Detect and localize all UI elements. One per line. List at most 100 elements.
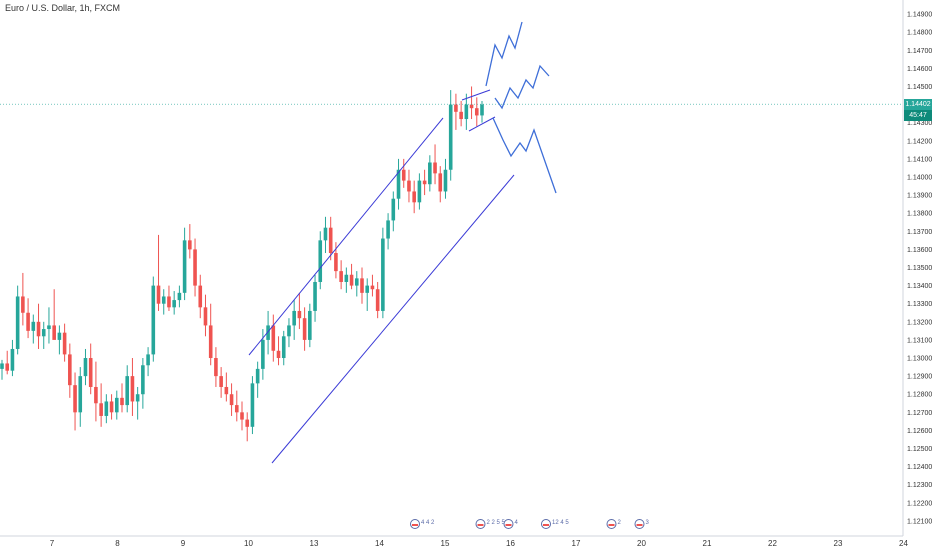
time-tick-label: 17 xyxy=(572,539,581,548)
candle-body xyxy=(203,307,208,326)
price-tick-label: 1.12400 xyxy=(907,464,932,471)
candle-body xyxy=(365,285,370,293)
candle-body xyxy=(401,169,406,181)
candle-body xyxy=(313,281,317,311)
candle-body xyxy=(245,419,250,427)
candle-body xyxy=(172,300,176,308)
time-tick-label: 9 xyxy=(181,539,186,548)
price-tick-label: 1.13500 xyxy=(907,265,932,272)
candle-body xyxy=(443,169,448,192)
event-count-label: 4 xyxy=(515,520,519,526)
candle-body xyxy=(68,354,72,386)
candle-body xyxy=(266,325,270,340)
candle-body xyxy=(360,278,364,293)
price-axis[interactable]: 1.14900 1.14800 1.14700 1.14600 1.14500 1.144… xyxy=(907,12,932,526)
time-tick-label: 7 xyxy=(50,539,55,548)
candle-body xyxy=(428,162,432,185)
candle-body xyxy=(188,240,192,250)
candle-body xyxy=(354,278,359,286)
price-tick-label: 1.12600 xyxy=(907,428,932,435)
price-tick-label: 1.13300 xyxy=(907,301,932,308)
candle-body xyxy=(323,227,328,241)
candle-body xyxy=(433,162,437,174)
price-tick-label: 1.12800 xyxy=(907,392,932,399)
candle-body xyxy=(234,405,239,413)
candle-body xyxy=(297,310,302,319)
price-tick-label: 1.12200 xyxy=(907,500,932,507)
time-tick-label: 21 xyxy=(703,539,712,548)
candles xyxy=(0,86,903,442)
candle-body xyxy=(349,274,354,286)
price-tick-label: 1.12900 xyxy=(907,374,932,381)
candle-body xyxy=(114,397,119,413)
candle-body xyxy=(276,350,281,359)
candle-body xyxy=(459,111,463,120)
candle-body xyxy=(375,289,380,311)
consolidation-top-line[interactable] xyxy=(461,89,491,101)
price-tick-label: 1.14000 xyxy=(907,174,932,181)
candle-body xyxy=(109,401,114,413)
candle-body xyxy=(99,403,103,416)
candle-body xyxy=(381,238,385,311)
price-tick-label: 1.13900 xyxy=(907,193,932,200)
event-flag-stripe xyxy=(412,524,418,526)
candle-body xyxy=(480,104,484,116)
candle-body xyxy=(386,220,390,239)
candle-body xyxy=(151,285,156,355)
channel-upper-line[interactable] xyxy=(248,117,444,356)
time-tick-label: 23 xyxy=(834,539,843,548)
candle-body xyxy=(47,325,51,330)
candle-body xyxy=(287,325,291,337)
candle-body xyxy=(130,376,135,402)
candle-body xyxy=(318,240,323,282)
price-tick-label: 1.12100 xyxy=(907,518,932,525)
event-flag-stripe xyxy=(543,524,549,526)
candle-body xyxy=(261,339,265,369)
candle-body xyxy=(469,104,474,109)
price-tick-label: 1.13400 xyxy=(907,283,932,290)
drawings[interactable] xyxy=(248,21,557,464)
candle-body xyxy=(78,376,83,413)
candle-body xyxy=(214,358,218,377)
candle-body xyxy=(302,318,307,340)
projection-bearish-path[interactable] xyxy=(492,117,557,194)
candle-body xyxy=(94,386,98,404)
candle-body xyxy=(120,397,124,406)
candle-body xyxy=(15,296,20,349)
price-tick-label: 1.14300 xyxy=(907,120,932,127)
time-tick-label: 20 xyxy=(637,539,646,548)
candle-body xyxy=(141,365,145,395)
channel-lower-line[interactable] xyxy=(271,174,515,464)
time-tick-label: 24 xyxy=(899,539,908,548)
candle-body xyxy=(5,363,10,371)
price-tick-label: 1.12700 xyxy=(907,410,932,417)
price-tick-label: 1.13700 xyxy=(907,229,932,236)
candle-body xyxy=(146,354,150,366)
candle-body xyxy=(88,358,93,387)
price-tick-label: 1.14600 xyxy=(907,66,932,73)
consolidation-bottom-line[interactable] xyxy=(468,116,496,132)
projection-range-path[interactable] xyxy=(494,64,550,110)
price-tick-label: 1.14200 xyxy=(907,138,932,145)
time-tick-label: 16 xyxy=(506,539,515,548)
projection-bullish-path[interactable] xyxy=(485,21,523,87)
candle-body xyxy=(31,321,36,331)
candle-body xyxy=(10,348,15,371)
time-tick-label: 10 xyxy=(244,539,253,548)
economic-events: 4 4 2 2 2 5 5 4 12 4 5 2 3 xyxy=(410,519,650,529)
event-count-label: 3 xyxy=(646,520,650,526)
time-axis[interactable]: 7 8 9 10 13 14 15 16 17 20 21 22 23 24 xyxy=(50,539,909,548)
candle-body xyxy=(177,292,182,301)
candle-body xyxy=(229,394,234,406)
price-tick-label: 1.13600 xyxy=(907,247,932,254)
candle-body xyxy=(62,332,67,355)
candle-body xyxy=(125,376,130,406)
candle-body xyxy=(21,296,25,313)
candle-body xyxy=(281,336,286,359)
time-tick-label: 14 xyxy=(375,539,384,548)
candle-body xyxy=(0,363,4,369)
candle-body xyxy=(412,191,416,203)
candle-body xyxy=(52,325,56,340)
